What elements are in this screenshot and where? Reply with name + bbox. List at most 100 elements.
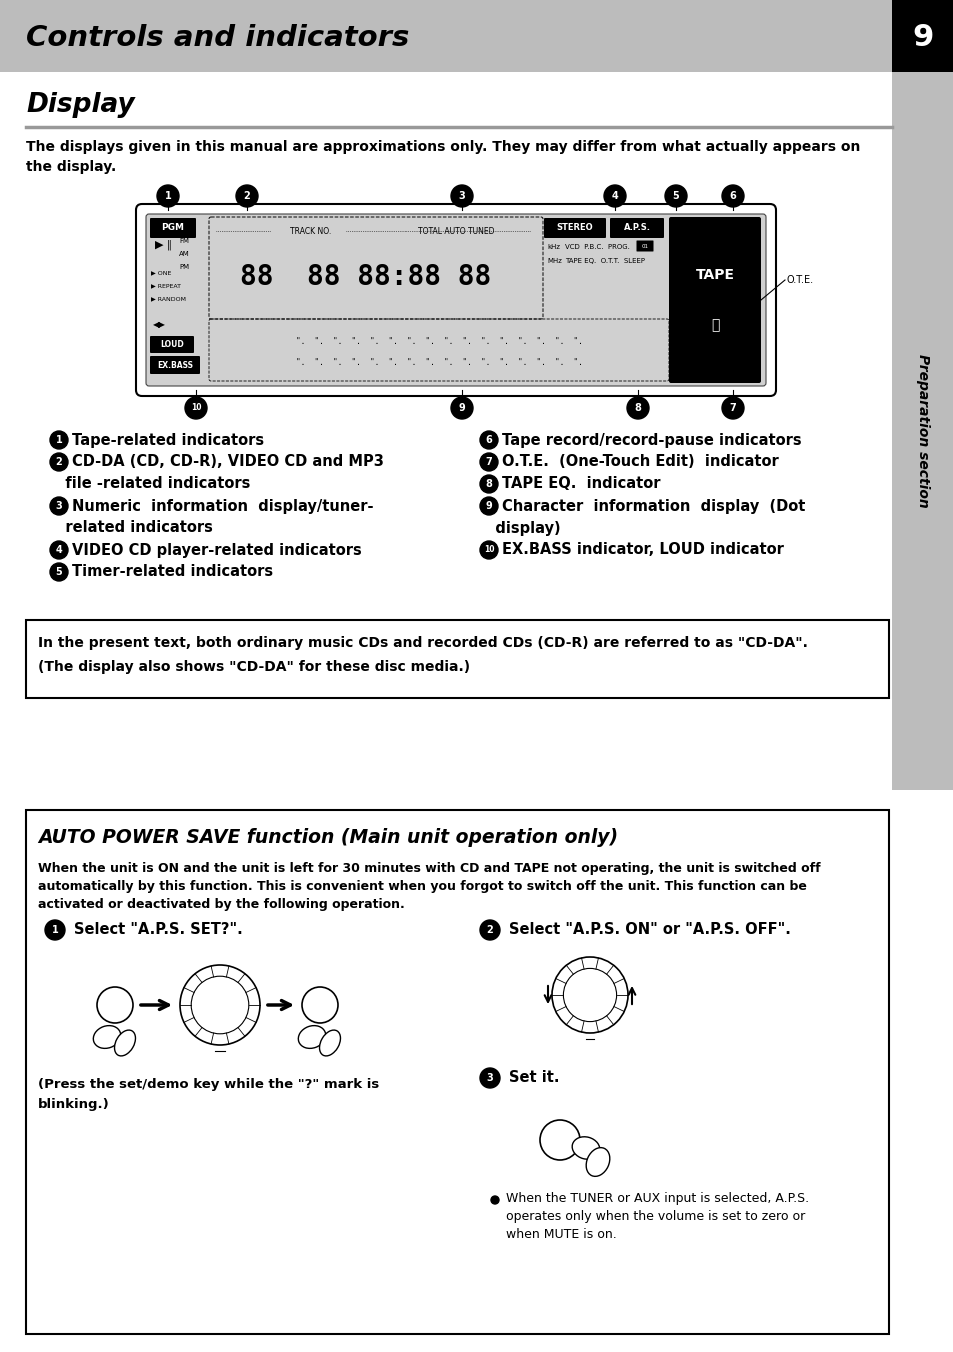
Text: A.P.S.: A.P.S. xyxy=(623,223,650,233)
Text: 3: 3 xyxy=(55,502,62,511)
Text: Set it.: Set it. xyxy=(509,1071,558,1086)
Text: related indicators: related indicators xyxy=(50,521,213,535)
Circle shape xyxy=(479,475,497,493)
Text: 9: 9 xyxy=(485,502,492,511)
Circle shape xyxy=(603,185,625,207)
Text: ⏸: ⏸ xyxy=(710,318,719,331)
Text: operates only when the volume is set to zero or: operates only when the volume is set to … xyxy=(505,1210,804,1224)
FancyBboxPatch shape xyxy=(636,241,653,251)
FancyBboxPatch shape xyxy=(891,72,953,790)
Text: 88  88 88:88 88: 88 88 88:88 88 xyxy=(240,264,491,291)
Text: 4: 4 xyxy=(611,191,618,201)
Text: 01: 01 xyxy=(640,243,648,249)
Circle shape xyxy=(50,498,68,515)
Text: when MUTE is on.: when MUTE is on. xyxy=(505,1228,616,1241)
Text: Tape-related indicators: Tape-related indicators xyxy=(71,433,264,448)
Text: 3: 3 xyxy=(458,191,465,201)
Text: 4: 4 xyxy=(55,545,62,556)
Text: kHz: kHz xyxy=(546,243,559,250)
Text: 8: 8 xyxy=(634,403,640,412)
Ellipse shape xyxy=(93,1026,121,1048)
Text: automatically by this function. This is convenient when you forgot to switch off: automatically by this function. This is … xyxy=(38,880,806,894)
Text: 2: 2 xyxy=(55,457,62,466)
Text: ▶ RANDOM: ▶ RANDOM xyxy=(151,296,186,301)
Text: TAPE EQ.  O.T.T.  SLEEP: TAPE EQ. O.T.T. SLEEP xyxy=(564,258,644,264)
Ellipse shape xyxy=(114,1030,135,1056)
Ellipse shape xyxy=(298,1026,325,1048)
Text: the display.: the display. xyxy=(26,160,116,174)
FancyBboxPatch shape xyxy=(609,218,663,238)
Text: The displays given in this manual are approximations only. They may differ from : The displays given in this manual are ap… xyxy=(26,141,860,154)
Text: ▶ ONE: ▶ ONE xyxy=(151,270,172,276)
FancyBboxPatch shape xyxy=(150,356,200,375)
Text: VIDEO CD player-related indicators: VIDEO CD player-related indicators xyxy=(71,542,361,557)
Text: activated or deactivated by the following operation.: activated or deactivated by the followin… xyxy=(38,898,404,911)
FancyBboxPatch shape xyxy=(150,337,193,353)
FancyBboxPatch shape xyxy=(891,0,953,72)
Text: 1: 1 xyxy=(55,435,62,445)
Circle shape xyxy=(721,185,743,207)
Text: Display: Display xyxy=(26,92,134,118)
FancyBboxPatch shape xyxy=(0,0,891,72)
Text: (The display also shows "CD-DA" for these disc media.): (The display also shows "CD-DA" for thes… xyxy=(38,660,470,675)
FancyBboxPatch shape xyxy=(543,218,605,238)
Circle shape xyxy=(50,431,68,449)
Text: TAPE: TAPE xyxy=(695,268,734,283)
Ellipse shape xyxy=(319,1030,340,1056)
Circle shape xyxy=(479,541,497,558)
Circle shape xyxy=(451,397,473,419)
Text: 5: 5 xyxy=(672,191,679,201)
Text: LOUD: LOUD xyxy=(160,339,184,349)
Text: 6: 6 xyxy=(485,435,492,445)
Text: Tape record/record-pause indicators: Tape record/record-pause indicators xyxy=(501,433,801,448)
Circle shape xyxy=(191,976,249,1034)
Text: Timer-related indicators: Timer-related indicators xyxy=(71,565,273,580)
Circle shape xyxy=(721,397,743,419)
Text: ▶ REPEAT: ▶ REPEAT xyxy=(151,284,181,288)
FancyBboxPatch shape xyxy=(26,810,888,1334)
Text: 1: 1 xyxy=(165,191,172,201)
Text: EX.BASS indicator, LOUD indicator: EX.BASS indicator, LOUD indicator xyxy=(501,542,783,557)
Text: 2: 2 xyxy=(486,925,493,936)
Text: MHz: MHz xyxy=(546,258,561,264)
Text: ▶: ▶ xyxy=(154,241,163,250)
Text: FM: FM xyxy=(179,238,189,243)
Text: file -related indicators: file -related indicators xyxy=(50,476,250,492)
Text: AUTO POWER SAVE function (Main unit operation only): AUTO POWER SAVE function (Main unit oper… xyxy=(38,827,618,846)
Text: 8: 8 xyxy=(485,479,492,489)
Text: When the unit is ON and the unit is left for 30 minutes with CD and TAPE not ope: When the unit is ON and the unit is left… xyxy=(38,863,820,875)
Circle shape xyxy=(539,1119,579,1160)
Circle shape xyxy=(664,185,686,207)
Text: 7: 7 xyxy=(485,457,492,466)
Text: ".  ".  ".  ".  ".  ".  ".  ".  ".  ".  ".  ".  ".  ".  ".  ".: ". ". ". ". ". ". ". ". ". ". ". ". ". "… xyxy=(295,337,581,346)
Text: TAPE EQ.  indicator: TAPE EQ. indicator xyxy=(501,476,659,492)
FancyBboxPatch shape xyxy=(668,218,760,383)
Text: (Press the set/demo key while the "?" mark is: (Press the set/demo key while the "?" ma… xyxy=(38,1078,379,1091)
Text: 9: 9 xyxy=(912,23,933,53)
Circle shape xyxy=(235,185,257,207)
Circle shape xyxy=(479,453,497,470)
Text: 7: 7 xyxy=(729,403,736,412)
Text: Select "A.P.S. SET?".: Select "A.P.S. SET?". xyxy=(74,922,242,937)
Circle shape xyxy=(479,1068,499,1088)
Text: EX.BASS: EX.BASS xyxy=(157,361,193,369)
Text: 5: 5 xyxy=(55,566,62,577)
Text: O.T.E.  (One-Touch Edit)  indicator: O.T.E. (One-Touch Edit) indicator xyxy=(501,454,778,469)
Text: blinking.): blinking.) xyxy=(38,1098,110,1111)
FancyBboxPatch shape xyxy=(146,214,765,387)
Text: ◀▶: ◀▶ xyxy=(152,320,166,330)
Circle shape xyxy=(50,562,68,581)
Text: AM: AM xyxy=(179,251,190,257)
Circle shape xyxy=(479,431,497,449)
Text: In the present text, both ordinary music CDs and recorded CDs (CD-R) are referre: In the present text, both ordinary music… xyxy=(38,635,807,650)
Text: 10: 10 xyxy=(191,403,201,412)
Circle shape xyxy=(479,498,497,515)
Text: 10: 10 xyxy=(483,545,494,554)
Text: PGM: PGM xyxy=(161,223,184,233)
Circle shape xyxy=(302,987,337,1023)
Text: 6: 6 xyxy=(729,191,736,201)
Circle shape xyxy=(626,397,648,419)
Circle shape xyxy=(491,1197,498,1205)
Circle shape xyxy=(552,957,627,1033)
Text: CD-DA (CD, CD-R), VIDEO CD and MP3: CD-DA (CD, CD-R), VIDEO CD and MP3 xyxy=(71,454,383,469)
